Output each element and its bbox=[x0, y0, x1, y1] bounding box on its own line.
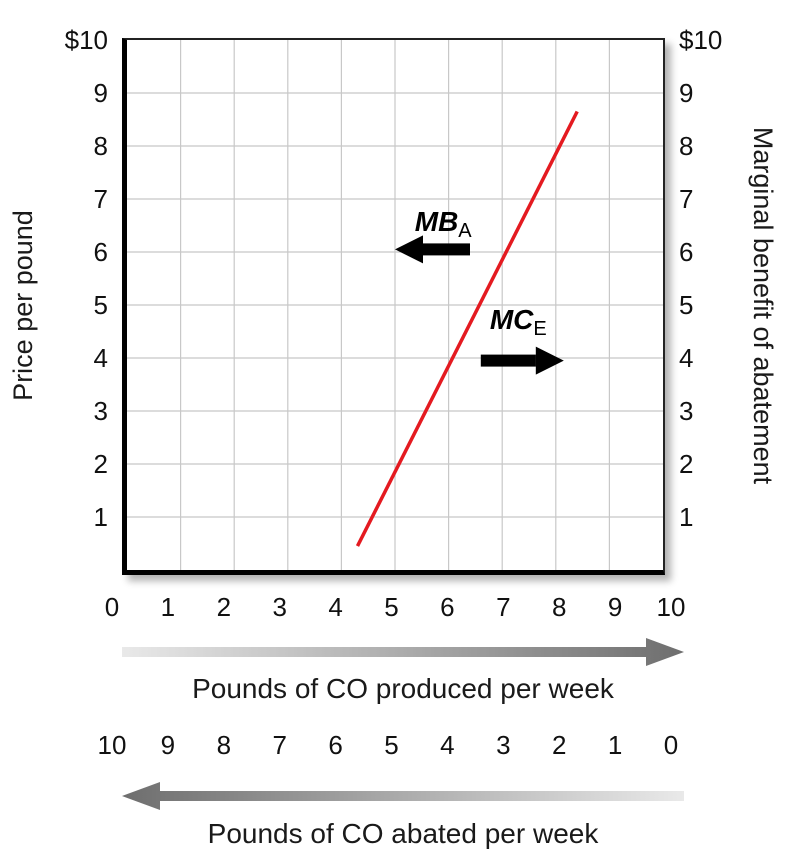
abated-x-tick: 10 bbox=[97, 730, 127, 760]
produced-x-tick: 5 bbox=[384, 592, 399, 622]
abated-x-tick: 5 bbox=[384, 730, 399, 760]
right-y-tick: 3 bbox=[679, 396, 694, 426]
annotation-label: MBA bbox=[415, 206, 473, 242]
right-axis-title-text: Marginal benefit of abatement bbox=[748, 126, 779, 484]
abated-x-tick: 6 bbox=[328, 730, 343, 760]
right-y-tick: 4 bbox=[679, 343, 694, 373]
annotation-label: MCE bbox=[490, 304, 547, 340]
abated-axis-title: Pounds of CO abated per week bbox=[207, 818, 599, 849]
produced-x-tick: 10 bbox=[656, 592, 686, 622]
abated-x-tick: 1 bbox=[607, 730, 623, 760]
produced-x-tick: 9 bbox=[607, 592, 623, 622]
produced-axis-arrow-right-icon bbox=[122, 638, 684, 666]
abated-x-tick: 7 bbox=[272, 730, 287, 760]
right-y-tick: 6 bbox=[679, 237, 694, 267]
right-y-tick: $10 bbox=[679, 25, 723, 55]
right-y-tick: 7 bbox=[679, 184, 694, 214]
produced-x-tick: 3 bbox=[272, 592, 287, 622]
left-y-tick: 7 bbox=[93, 184, 108, 214]
abated-x-tick: 0 bbox=[663, 730, 679, 760]
left-y-tick: 3 bbox=[93, 396, 108, 426]
right-axis-ticks: $10 9 8 7 6 5 4 3 2 1 bbox=[679, 25, 751, 570]
abated-x-tick: 4 bbox=[440, 730, 455, 760]
abated-x-tick: 8 bbox=[216, 730, 232, 760]
produced-x-tick: 4 bbox=[328, 592, 343, 622]
right-y-tick: 5 bbox=[679, 290, 694, 320]
series-line-mc-mb-curve bbox=[355, 110, 579, 547]
produced-x-tick: 2 bbox=[216, 592, 232, 622]
produced-axis-ticks: 0 1 2 3 4 5 6 7 8 9 10 bbox=[105, 592, 686, 622]
produced-x-tick: 7 bbox=[496, 592, 511, 622]
abated-axis-ticks: 10 9 8 7 6 5 4 3 2 1 0 bbox=[98, 730, 679, 760]
left-y-tick: 5 bbox=[93, 290, 108, 320]
abated-x-tick: 2 bbox=[551, 730, 567, 760]
left-y-tick: 1 bbox=[93, 502, 108, 532]
chart-canvas: MBA MCE bbox=[127, 40, 663, 570]
produced-x-tick: 6 bbox=[440, 592, 455, 622]
right-y-tick: 2 bbox=[679, 449, 694, 479]
produced-x-tick: 8 bbox=[551, 592, 567, 622]
left-y-tick: 9 bbox=[93, 78, 108, 108]
right-y-tick: 8 bbox=[679, 131, 694, 161]
produced-x-tick: 0 bbox=[104, 592, 120, 622]
produced-axis-title: Pounds of CO produced per week bbox=[192, 673, 614, 704]
annotation-arrow-right-icon bbox=[480, 346, 564, 375]
abated-axis-arrow-left-icon bbox=[122, 782, 684, 810]
left-y-tick: $10 bbox=[64, 25, 108, 55]
abated-x-tick: 3 bbox=[496, 730, 511, 760]
left-y-tick: 2 bbox=[93, 449, 108, 479]
right-y-tick: 9 bbox=[679, 78, 694, 108]
left-y-tick: 8 bbox=[93, 131, 108, 161]
left-y-tick: 4 bbox=[93, 343, 108, 373]
left-y-tick: 6 bbox=[93, 237, 108, 267]
abated-x-tick: 9 bbox=[160, 730, 176, 760]
produced-x-tick: 1 bbox=[160, 592, 176, 622]
plot-area: MBA MCE bbox=[122, 38, 665, 575]
right-y-tick: 1 bbox=[679, 502, 694, 532]
left-axis-ticks: $10 9 8 7 6 5 4 3 2 1 bbox=[36, 25, 108, 570]
left-axis-title-text: Price per pound bbox=[7, 209, 38, 401]
annotation-arrow-left-icon bbox=[395, 235, 470, 264]
